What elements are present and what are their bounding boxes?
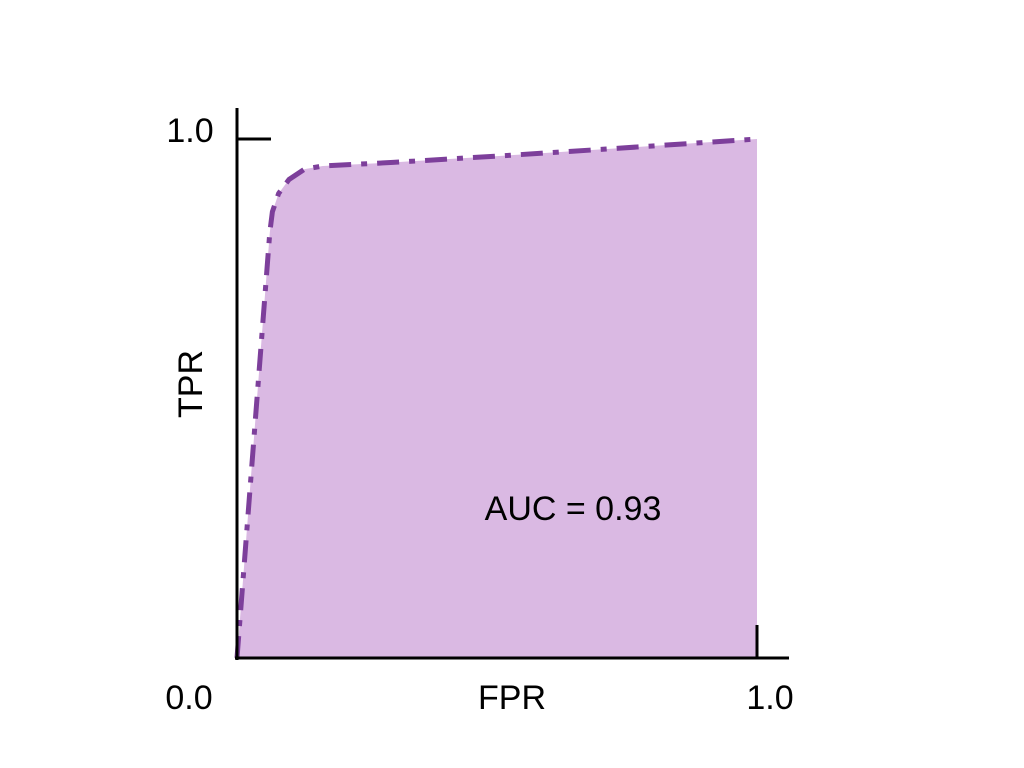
auc-annotation: AUC = 0.93 bbox=[485, 490, 662, 528]
y-tick-label-1: 1.0 bbox=[166, 112, 213, 150]
origin-label: 0.0 bbox=[165, 679, 212, 717]
x-tick-label-1: 1.0 bbox=[746, 679, 793, 717]
y-axis-label: TPR bbox=[172, 350, 210, 418]
x-axis-label: FPR bbox=[478, 679, 546, 717]
roc-curve-line bbox=[234, 136, 758, 659]
auc-area bbox=[237, 139, 757, 658]
